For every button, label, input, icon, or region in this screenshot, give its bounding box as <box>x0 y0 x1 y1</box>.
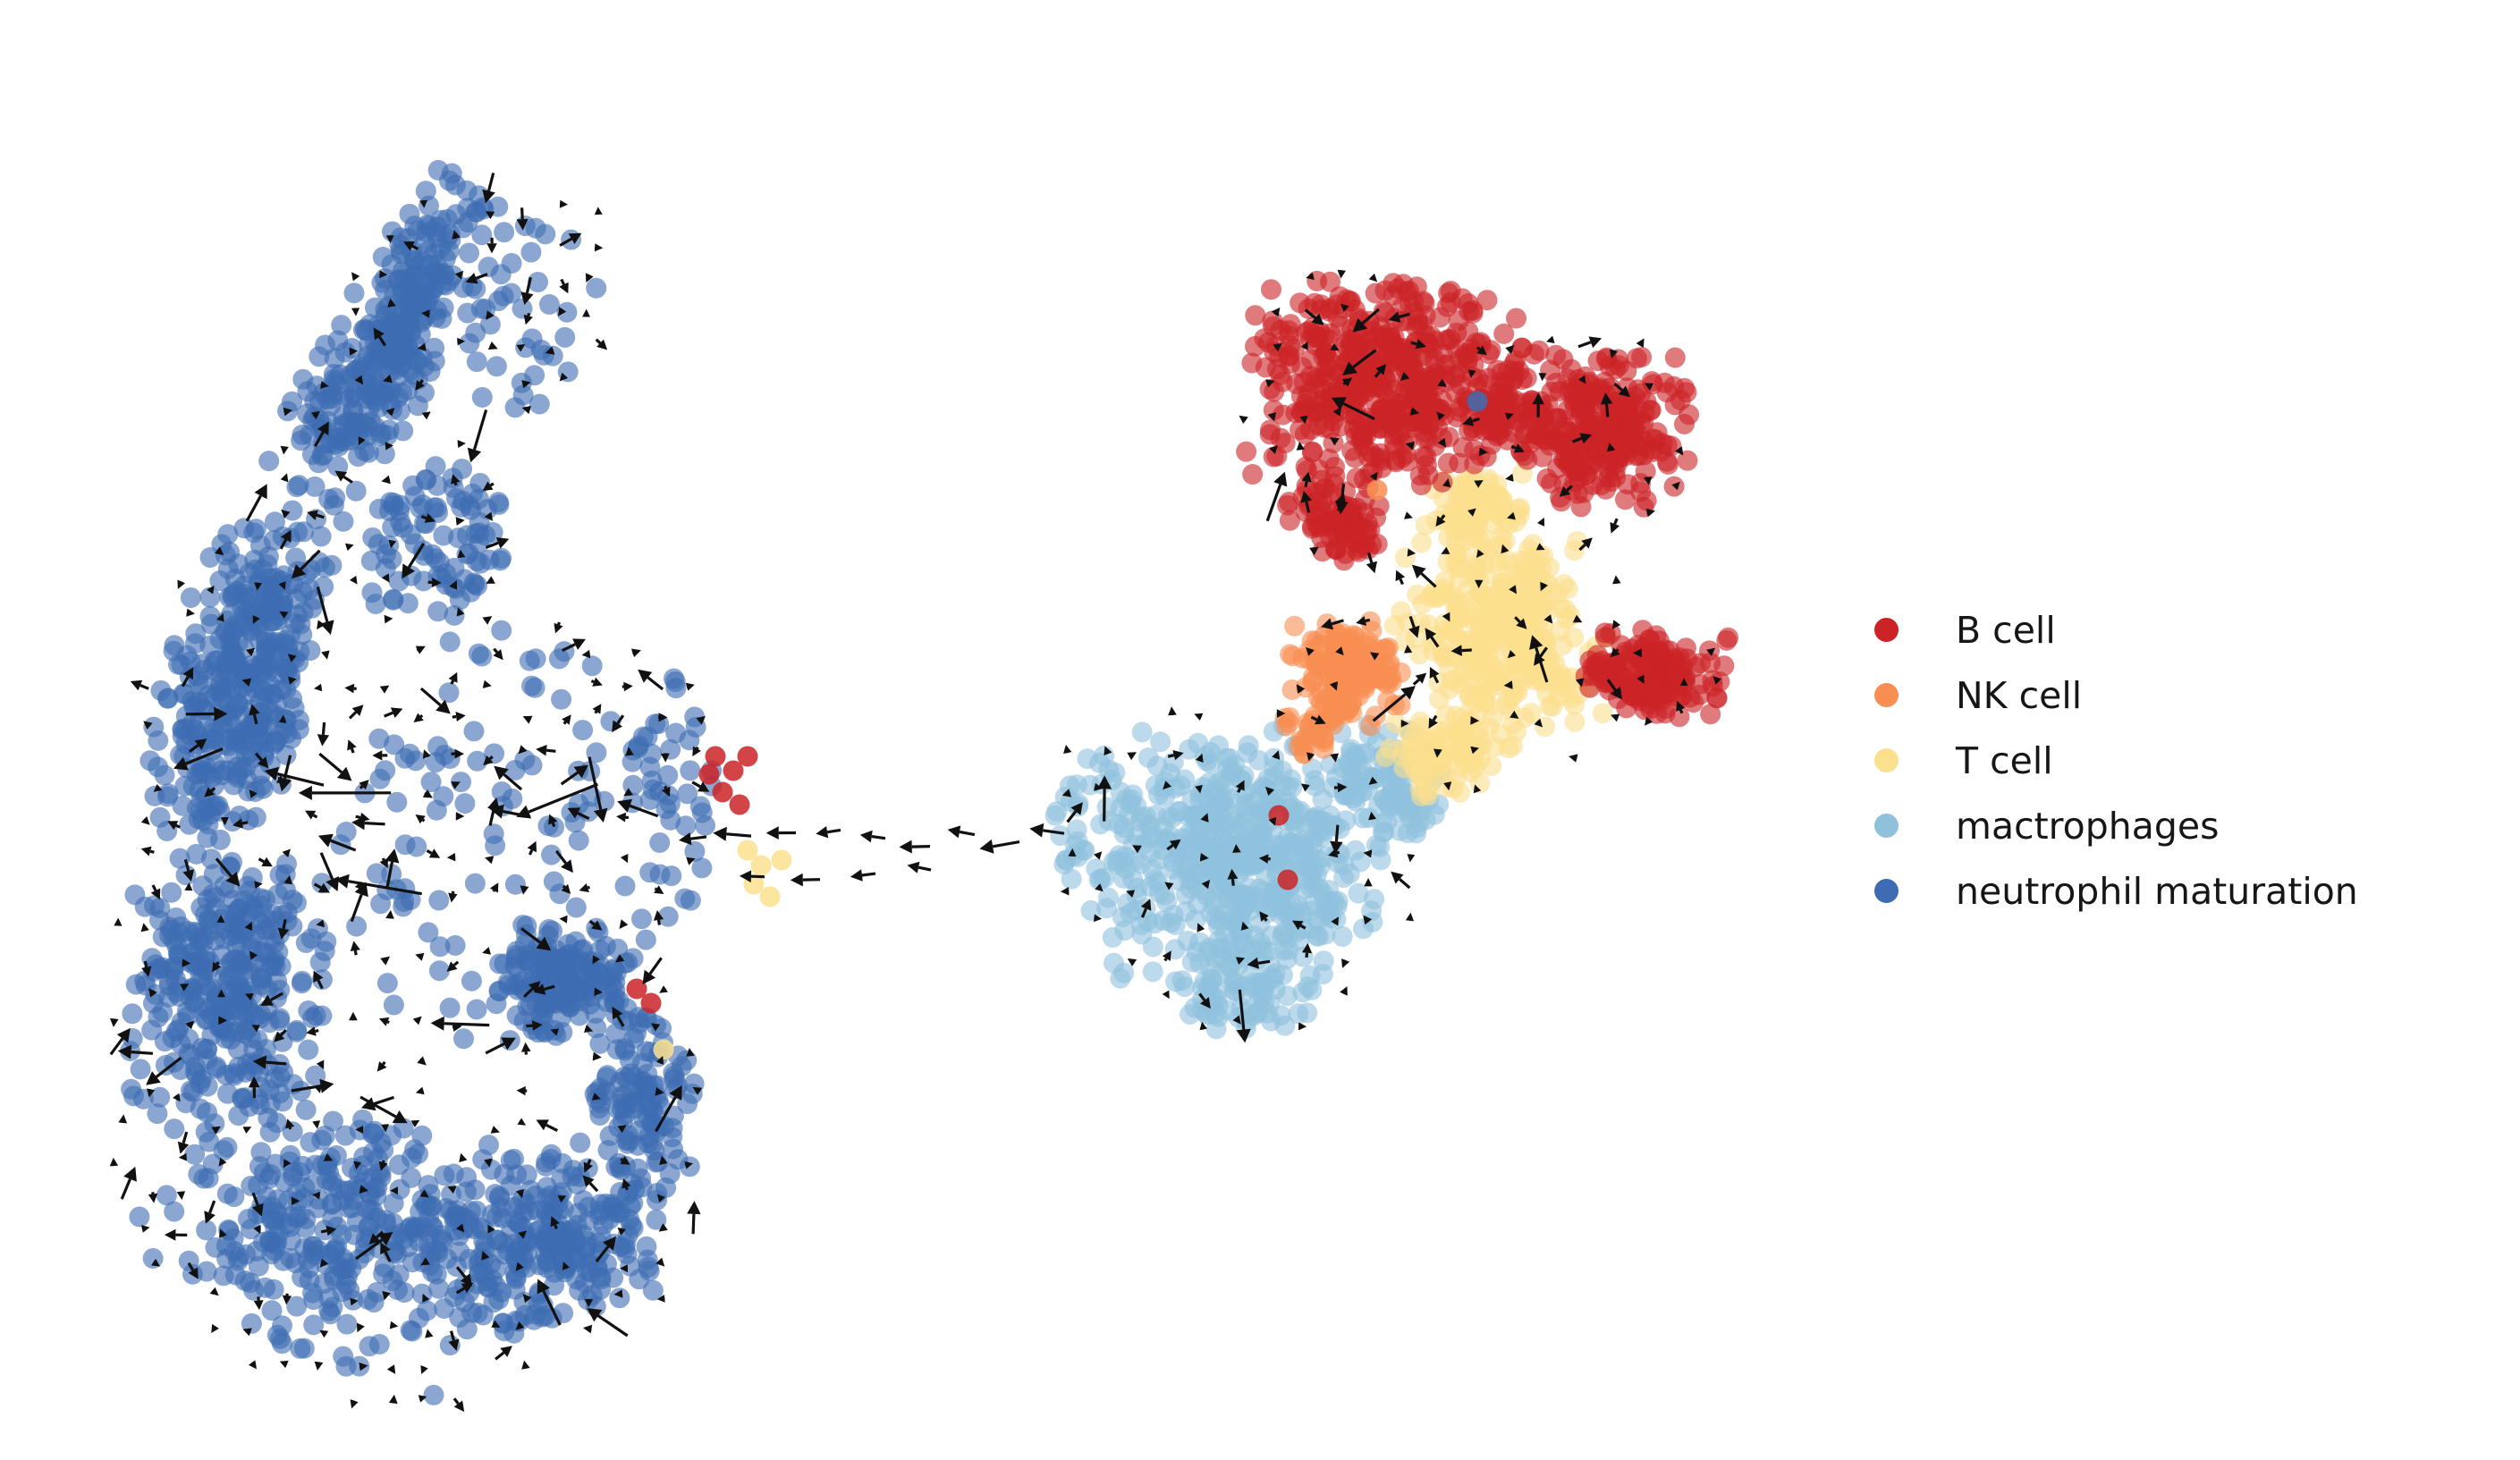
legend-marker-nk-cell-icon <box>1874 683 1898 707</box>
legend-label-b-cell: B cell <box>1956 608 2056 652</box>
legend-item-neutrophil-maturation: neutrophil maturation <box>1874 858 2358 924</box>
legend-label-t-cell: T cell <box>1956 738 2053 782</box>
legend-label-mactrophages: mactrophages <box>1956 804 2220 848</box>
legend-marker-neutrophil-maturation-icon <box>1874 879 1898 903</box>
legend-item-mactrophages: mactrophages <box>1874 793 2358 858</box>
legend-item-b-cell: B cell <box>1874 597 2358 662</box>
legend-label-neutrophil-maturation: neutrophil maturation <box>1956 869 2358 913</box>
legend-marker-mactrophages-icon <box>1874 814 1898 838</box>
legend-label-nk-cell: NK cell <box>1956 673 2083 717</box>
legend-item-nk-cell: NK cell <box>1874 662 2358 728</box>
legend-marker-b-cell-icon <box>1874 618 1898 642</box>
legend: B cell NK cell T cell mactrophages neutr… <box>1874 597 2358 924</box>
legend-marker-t-cell-icon <box>1874 748 1898 772</box>
legend-item-t-cell: T cell <box>1874 728 2358 793</box>
